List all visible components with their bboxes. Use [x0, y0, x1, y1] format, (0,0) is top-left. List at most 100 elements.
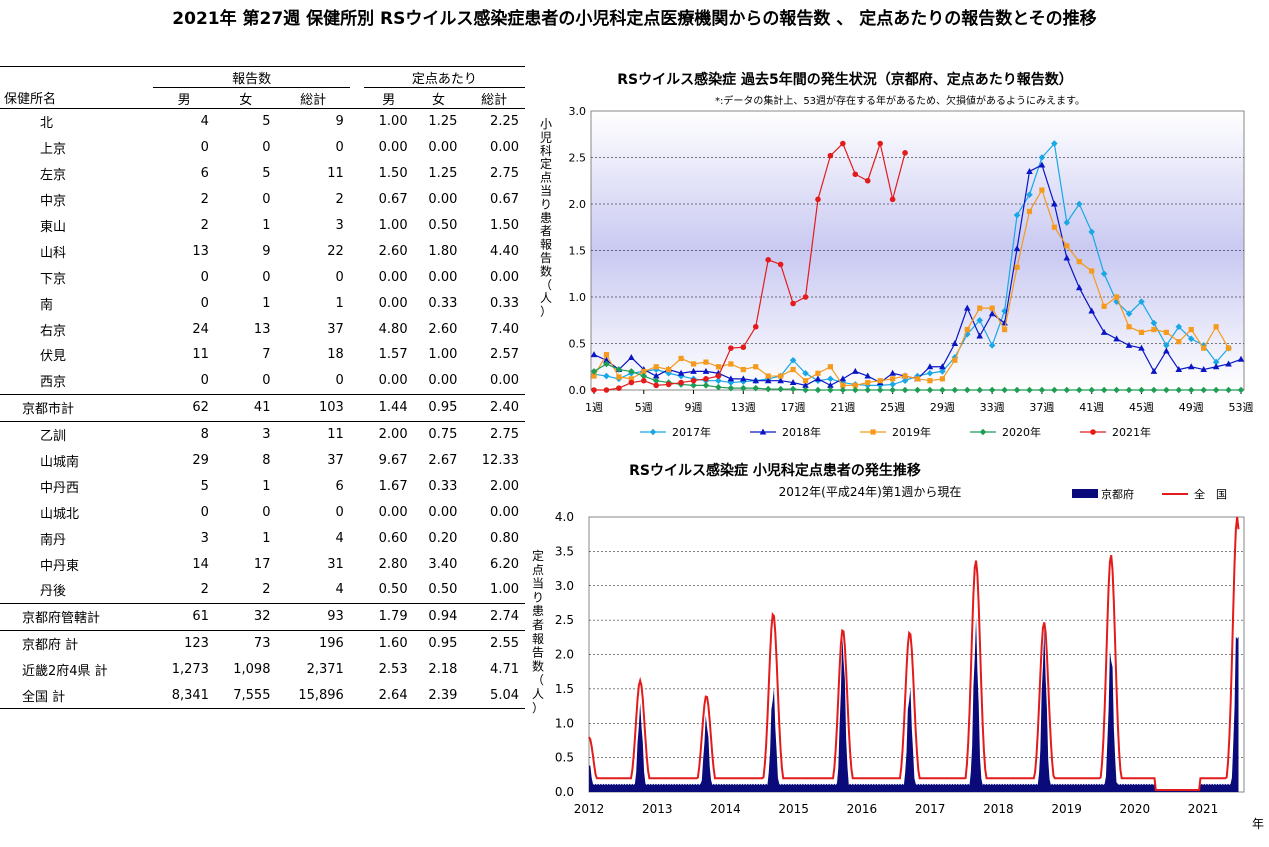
data-point [678, 379, 684, 386]
data-point [952, 357, 958, 363]
row-value: 2 [200, 218, 209, 233]
row-value: 1.25 [428, 166, 458, 182]
gap-cell [350, 67, 364, 88]
data-point [652, 377, 660, 384]
data-point [1013, 211, 1021, 219]
data-point [827, 386, 834, 394]
data-point [1201, 345, 1207, 351]
data-point [927, 378, 933, 384]
data-point [790, 366, 796, 373]
chart1-ylabel-char: り [540, 197, 552, 211]
row-value: 8 [200, 427, 209, 443]
data-point [1125, 310, 1133, 318]
data-point [764, 385, 772, 393]
table-row: 京都市計 62 41 103 1.44 0.95 2.40 [0, 394, 525, 422]
data-point [1225, 360, 1232, 367]
data-point [728, 345, 734, 351]
row-value: 2.64 [378, 688, 408, 704]
data-point [666, 366, 672, 373]
row-value: 37 [327, 453, 344, 469]
row-value: 0 [335, 373, 344, 389]
col-header-total: 総計 [300, 92, 327, 108]
data-point [765, 257, 771, 263]
chart1-xtick-label: 25週 [880, 401, 905, 414]
table-row: 東山 2 1 3 1.00 0.50 1.50 [0, 213, 525, 239]
row-value: 4.71 [490, 662, 519, 678]
data-point [864, 372, 872, 379]
gap-cell [350, 394, 364, 421]
data-point [864, 177, 871, 184]
chart2-ylabel-char: （ [532, 673, 544, 687]
data-point [1100, 270, 1108, 278]
row-value: 0 [200, 504, 209, 520]
chart1-ylabel-char: 小 [540, 117, 552, 131]
chart2-ylabel-char: 定 [532, 548, 544, 563]
col-header-male-per: 男 [382, 92, 396, 108]
data-point [902, 150, 908, 156]
data-point [1113, 294, 1120, 300]
col-header-total-per: 総計 [481, 92, 508, 108]
report-table: 報告数 定点あたり 保健所名 男 女 総計 男 女 総計 北 4 5 9 1.00 1.2… [0, 66, 525, 709]
data-point [677, 372, 685, 380]
row-value: 0 [200, 295, 209, 311]
chart1-ylabel-char: 告 [540, 251, 552, 265]
data-point [652, 366, 660, 373]
row-value: 2.18 [428, 662, 458, 678]
row-value: 0.67 [378, 192, 408, 208]
data-point [865, 379, 871, 386]
chart2-subtitle: 2012年(平成24年)第1週から現在 [779, 485, 962, 499]
data-point [890, 376, 896, 382]
data-point [1163, 329, 1169, 335]
chart1-xtick-label: 53週 [1229, 401, 1254, 414]
row-value: 1,273 [171, 662, 209, 678]
chart2-xtick-label: 2020 [1120, 802, 1151, 816]
row-value: 0 [262, 373, 271, 389]
row-value: 2 [335, 192, 344, 208]
legend-marker [759, 428, 767, 435]
page-title: 2021年 第27週 保健所別 RSウイルス感染症患者の小児科定点医療機関からの… [172, 9, 1097, 29]
chart2-ylabel-char: 人 [532, 687, 544, 701]
row-value: 29 [192, 453, 209, 469]
table-row: 中京 2 0 2 0.67 0.00 0.67 [0, 187, 525, 213]
row-value: 0.00 [428, 269, 458, 285]
data-point [1088, 307, 1095, 314]
data-point [889, 196, 896, 203]
data-point [640, 377, 647, 384]
table-row: 下京 0 0 0 0.00 0.00 0.00 [0, 264, 525, 290]
row-value: 4.40 [490, 243, 519, 259]
data-point [1051, 386, 1058, 394]
data-point [839, 386, 847, 394]
chart2-ytick-label: 3.0 [555, 579, 574, 593]
chart1-ytick-label: 0.0 [569, 384, 587, 397]
row-name: 近畿2府4県 計 [22, 664, 108, 680]
chart1-ylabel-char: （ [540, 278, 552, 292]
data-point [616, 374, 622, 380]
chart1-xtick-label: 49週 [1179, 401, 1204, 414]
data-point [1063, 386, 1071, 394]
row-name: 中京 [40, 194, 67, 210]
row-value: 2.55 [490, 636, 519, 652]
row-value: 1 [262, 218, 271, 233]
row-value: 93 [327, 609, 344, 625]
row-value: 0.00 [378, 504, 408, 520]
data-point [715, 373, 722, 379]
row-value: 11 [327, 166, 344, 182]
chart2-ytick-label: 0.0 [555, 785, 574, 799]
data-point [989, 305, 995, 311]
chart1-ylabel-char: ） [540, 305, 552, 319]
gap-cell [350, 161, 364, 187]
row-value: 2.53 [378, 662, 408, 678]
table-row: 南 0 1 1 0.00 0.33 0.33 [0, 290, 525, 316]
data-point [1225, 344, 1232, 352]
data-point [840, 382, 846, 388]
data-point [1151, 326, 1157, 333]
row-value: 7.40 [490, 321, 519, 337]
row-value: 2.74 [490, 609, 519, 625]
row-value: 2.40 [490, 400, 519, 416]
gap-cell [350, 316, 364, 342]
data-point [802, 294, 809, 300]
data-point [1039, 187, 1045, 193]
row-value: 0.67 [490, 192, 519, 208]
data-point [603, 387, 610, 393]
gap-cell [350, 525, 364, 551]
